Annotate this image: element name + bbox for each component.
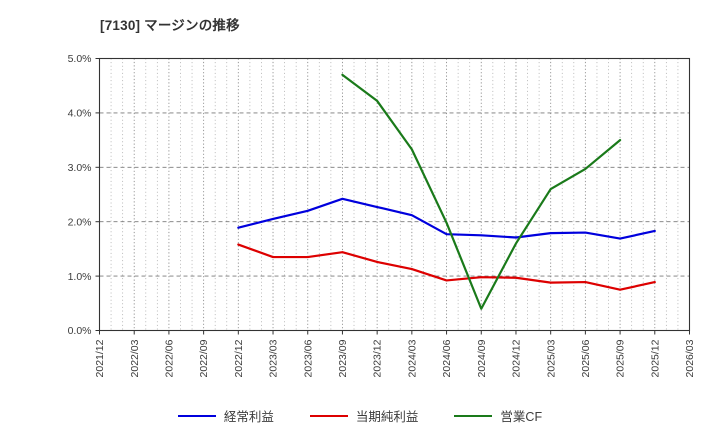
svg-text:2025/12: 2025/12 (649, 339, 661, 377)
legend-label-keijou-rieki: 経常利益 (223, 410, 274, 424)
y-axis-ticks (95, 58, 100, 331)
svg-text:2022/12: 2022/12 (233, 339, 245, 377)
svg-text:2023/06: 2023/06 (302, 339, 314, 377)
axis-frame (98, 57, 691, 332)
major-gridlines (99, 58, 690, 277)
svg-text:2024/06: 2024/06 (441, 339, 453, 377)
svg-text:2024/12: 2024/12 (511, 339, 523, 377)
svg-text:5.0%: 5.0% (68, 53, 92, 65)
svg-text:2025/03: 2025/03 (545, 339, 557, 377)
svg-text:1.0%: 1.0% (68, 271, 92, 283)
svg-text:4.0%: 4.0% (68, 108, 92, 120)
svg-text:0.0%: 0.0% (68, 325, 92, 337)
svg-text:2023/03: 2023/03 (268, 339, 280, 377)
legend-label-touki-jun-rieki: 当期純利益 (355, 410, 419, 424)
svg-text:2024/03: 2024/03 (406, 339, 418, 377)
x-axis-ticks (99, 330, 690, 335)
legend-item-touki-jun-rieki: 当期純利益 (309, 406, 419, 425)
svg-text:2023/12: 2023/12 (372, 339, 384, 377)
svg-text:3.0%: 3.0% (68, 162, 92, 174)
svg-text:2025/06: 2025/06 (580, 339, 592, 377)
svg-text:2021/12: 2021/12 (94, 339, 106, 377)
data-series (237, 73, 656, 310)
minor-gridlines (99, 58, 690, 331)
svg-text:2.0%: 2.0% (68, 216, 92, 228)
x-axis-tick-labels: 2021/12 2022/03 2022/06 2022/09 2022/12 2023/… (94, 339, 696, 377)
legend-label-eigyou-cf: 営業CF (500, 410, 543, 424)
svg-text:2022/03: 2022/03 (129, 339, 141, 377)
svg-text:2022/06: 2022/06 (164, 339, 176, 377)
svg-text:2026/03: 2026/03 (684, 339, 696, 377)
svg-text:2023/09: 2023/09 (337, 339, 349, 377)
legend-item-eigyou-cf: 営業CF (454, 406, 542, 425)
legend-swatch-touki-jun-rieki (309, 414, 348, 417)
svg-text:2025/09: 2025/09 (615, 339, 627, 377)
svg-text:2022/09: 2022/09 (198, 339, 210, 377)
svg-text:2024/09: 2024/09 (476, 339, 488, 377)
y-axis-tick-labels: 0.0% 1.0% 2.0% 3.0% 4.0% 5.0% (68, 53, 92, 337)
legend-swatch-keijou-rieki (177, 414, 216, 417)
page-title: [7130] マージンの推移 (100, 18, 240, 33)
chart-legend: 経常利益 当期純利益 営業CF (0, 406, 720, 425)
legend-swatch-eigyou-cf (454, 414, 493, 417)
legend-item-keijou-rieki: 経常利益 (177, 406, 274, 425)
